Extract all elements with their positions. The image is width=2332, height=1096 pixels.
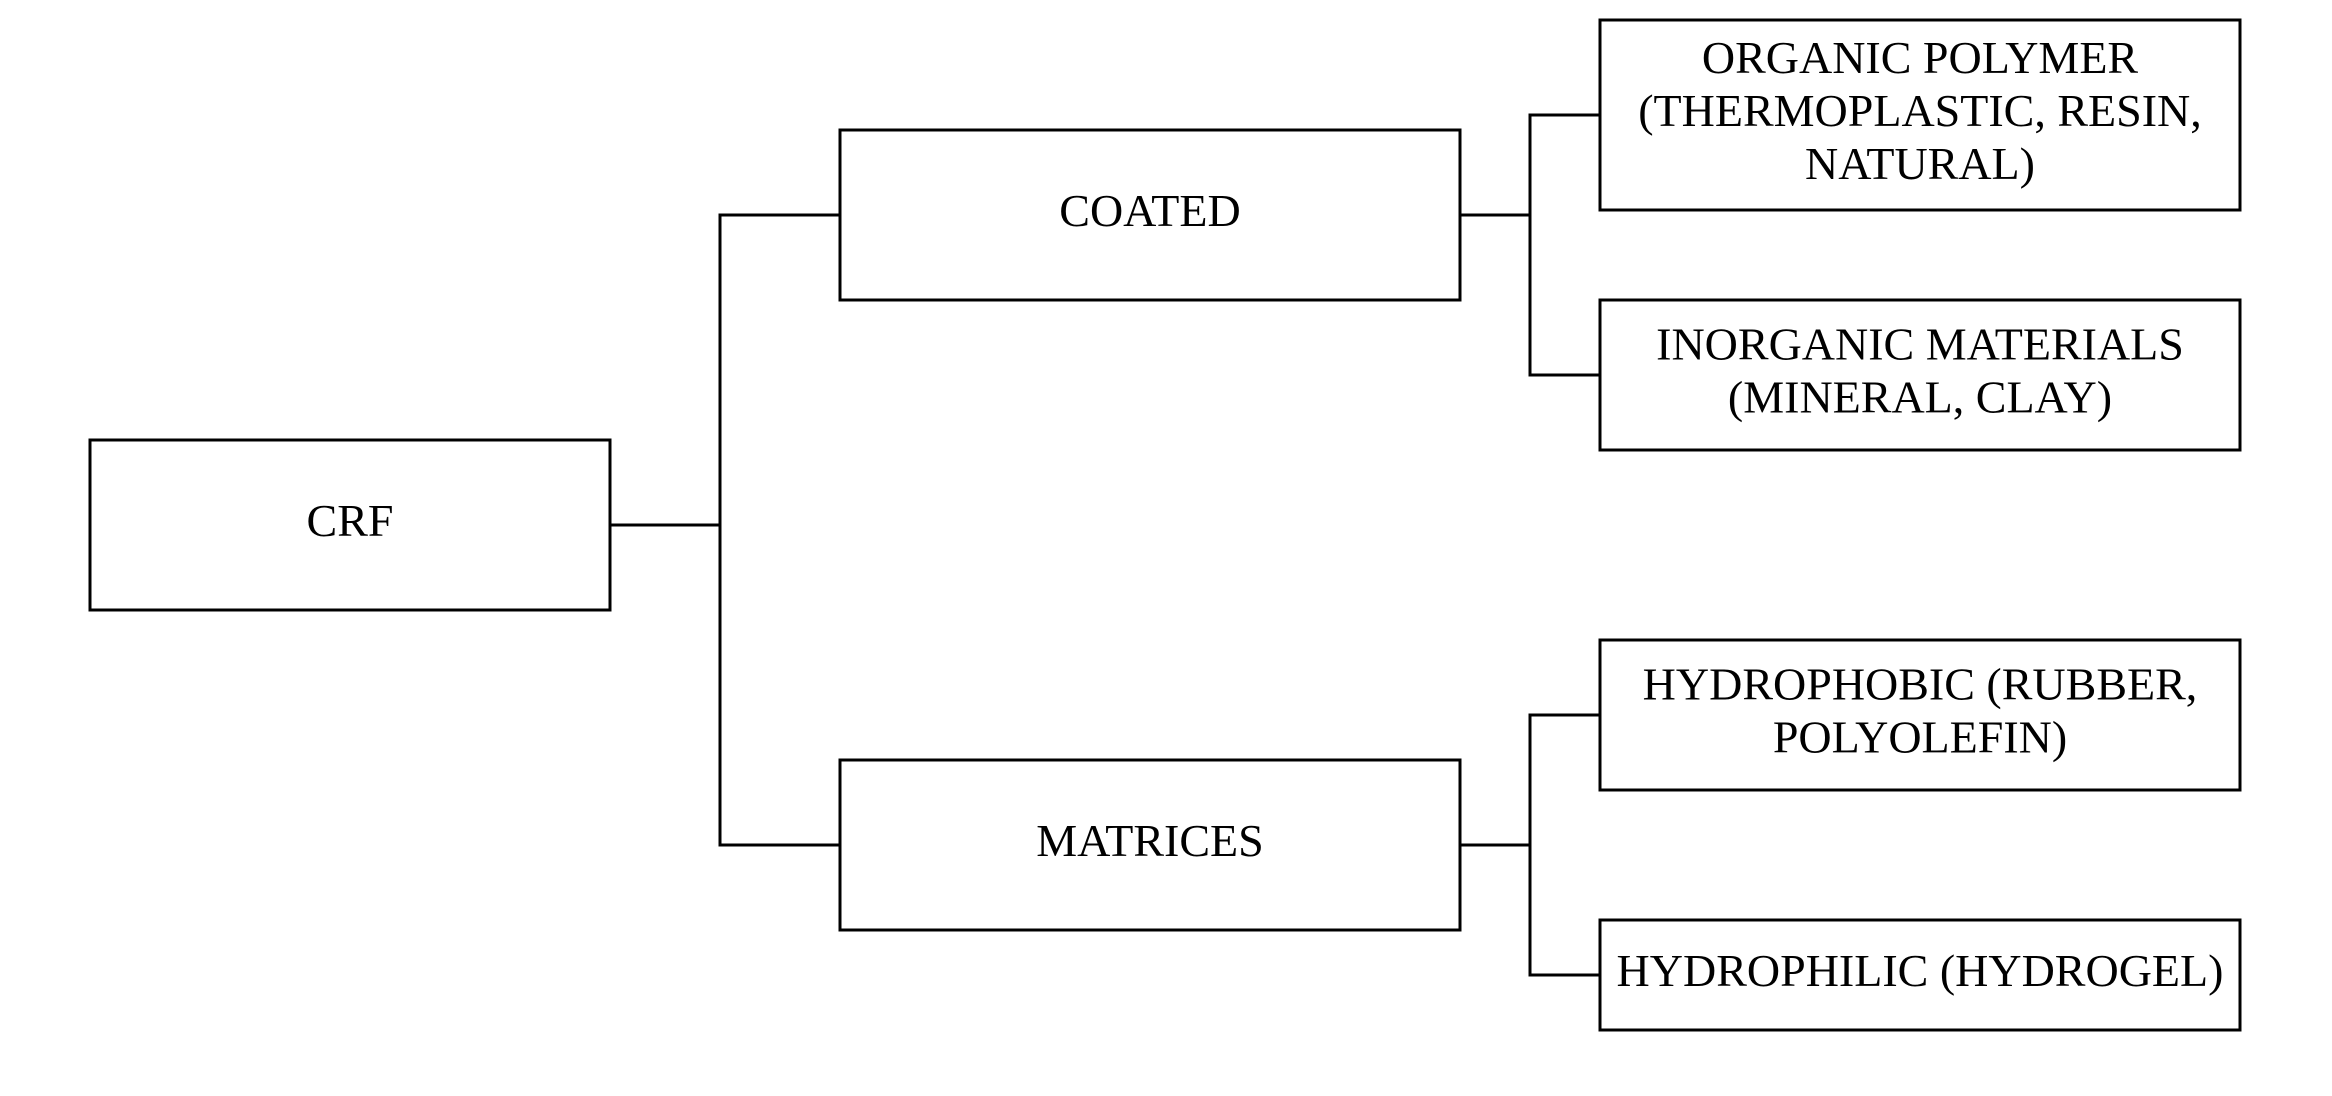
node-matrices-label: MATRICES <box>1036 815 1263 866</box>
node-matrices: MATRICES <box>840 760 1460 930</box>
tree-diagram: CRF COATED MATRICES ORGANIC POLYMER(THERMOP… <box>0 0 2332 1096</box>
node-coated: COATED <box>840 130 1460 300</box>
node-crf-label: CRF <box>307 495 394 546</box>
nodes-group: CRF COATED MATRICES ORGANIC POLYMER(THERMOP… <box>90 20 2240 1030</box>
edge-crf-matrices <box>610 525 840 845</box>
node-inorganic-label: INORGANIC MATERIALS(MINERAL, CLAY) <box>1656 318 2184 422</box>
node-hydrophilic: HYDROPHILIC (HYDROGEL) <box>1600 920 2240 1030</box>
node-hydrophilic-label: HYDROPHILIC (HYDROGEL) <box>1617 945 2224 996</box>
node-crf: CRF <box>90 440 610 610</box>
edge-matrices-hydrophobic <box>1460 715 1600 845</box>
node-organic: ORGANIC POLYMER(THERMOPLASTIC, RESIN,NAT… <box>1600 20 2240 210</box>
edge-crf-coated <box>610 215 840 525</box>
edge-coated-inorganic <box>1460 215 1600 375</box>
edge-matrices-hydrophilic <box>1460 845 1600 975</box>
node-inorganic: INORGANIC MATERIALS(MINERAL, CLAY) <box>1600 300 2240 450</box>
node-hydrophobic: HYDROPHOBIC (RUBBER,POLYOLEFIN) <box>1600 640 2240 790</box>
node-coated-label: COATED <box>1059 185 1240 236</box>
edge-coated-organic <box>1460 115 1600 215</box>
